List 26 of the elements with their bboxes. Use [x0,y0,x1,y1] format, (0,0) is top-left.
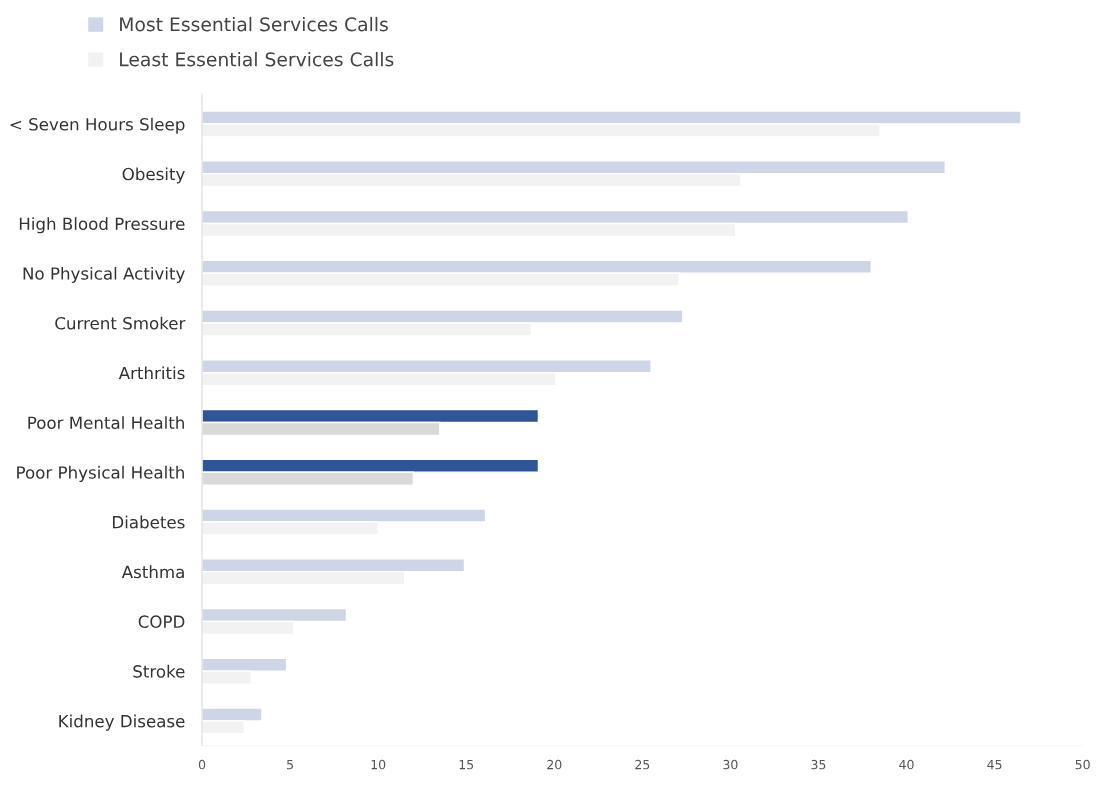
x-tick-label: 15 [459,760,474,770]
y-tick-label: Obesity [122,167,185,184]
x-tick-label: 45 [987,760,1002,770]
y-tick-label: Current Smoker [55,316,186,330]
y-tick-label: Diabetes [113,515,185,529]
y-tick-label: Asthma [121,565,184,579]
y-tick-label: < Seven Hours Sleep [10,117,185,134]
x-tick-label: 50 [1075,759,1090,770]
y-tick-label: Arthritis [118,366,185,380]
x-tick-label: 40 [899,759,914,770]
y-tick-label: Kidney Disease [59,714,185,731]
y-tick-label: Poor Mental Health [28,416,184,430]
x-tick-label: 20 [547,759,562,770]
y-tick-label: High Blood Pressure [19,217,185,234]
legend-label: Most Essential Services Calls [120,16,388,32]
y-tick-label: Stroke [133,664,185,678]
x-tick-label: 30 [723,759,738,770]
x-tick-label: 35 [811,759,826,770]
x-tick-label: 0 [198,759,206,770]
x-tick-label: 25 [635,759,650,770]
y-tick-label: COPD [138,615,185,628]
legend-label: Least Essential Services Calls [120,51,394,67]
x-tick-label: 5 [287,760,293,770]
x-tick-label: 10 [371,759,386,770]
y-tick-label: Poor Physical Health [17,465,184,482]
y-tick-label: No Physical Activity [23,266,185,284]
